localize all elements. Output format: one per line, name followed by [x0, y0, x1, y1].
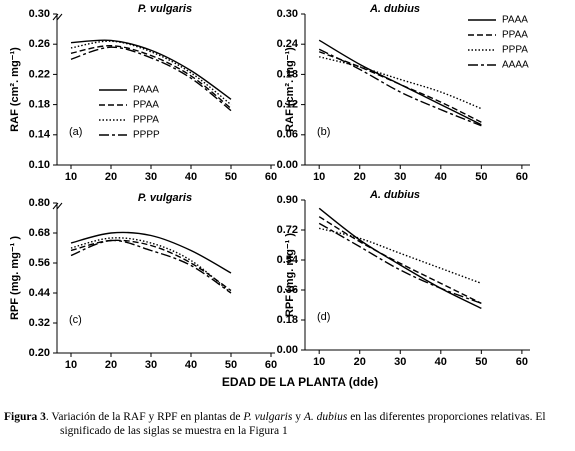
y-tick-label: 0.90 [277, 194, 298, 206]
x-tick-label: 50 [475, 356, 487, 368]
x-tick-label: 10 [65, 171, 77, 183]
x-tick-label: 40 [435, 356, 447, 368]
y-tick-label: 0.06 [277, 129, 298, 141]
y-tick-label: 0.72 [277, 224, 298, 236]
y-tick-label: 0.36 [277, 284, 298, 296]
chart-title: A. dubius [369, 189, 420, 201]
y-axis-label: RPF (mg. mg⁻¹ ) [284, 233, 296, 317]
series-line [319, 56, 482, 110]
y-axis-label: RAF (cm². mg⁻¹) [284, 47, 296, 132]
legend-label: AAAA [502, 60, 529, 71]
caption-text: y [292, 411, 304, 423]
x-tick-label: 20 [354, 171, 366, 183]
y-tick-label: 0.32 [29, 317, 50, 329]
x-tick-label: 20 [105, 359, 117, 371]
series-line [318, 222, 482, 304]
y-tick-label: 0.00 [277, 344, 298, 356]
y-tick-label: 0.24 [277, 38, 299, 50]
x-tick-label: 40 [185, 359, 197, 371]
y-tick-label: 0.44 [29, 287, 51, 299]
x-tick-label: 30 [145, 359, 157, 371]
series-line [319, 227, 482, 284]
x-tick-label: 10 [313, 171, 325, 183]
legend-label: PPAA [502, 30, 528, 41]
caption-text: A. dubius [303, 411, 348, 423]
series-line [70, 39, 232, 100]
series-line [70, 231, 232, 274]
series-line [70, 239, 232, 292]
legend-label: PPPA [133, 115, 159, 126]
y-axis-label: RAF (cm². mg⁻¹) [9, 47, 21, 132]
legend-label: PPPA [502, 45, 528, 56]
x-tick-label: 50 [225, 359, 237, 371]
series-line [318, 51, 482, 123]
y-axis-label: RPF (mg. mg⁻¹ ) [9, 236, 21, 320]
y-tick-label: 0.68 [29, 227, 50, 239]
axis-break [52, 202, 63, 210]
caption-text: en las diferentes proporciones relativas… [60, 411, 546, 437]
y-tick-label: 0.30 [277, 8, 298, 20]
series-line [318, 39, 482, 126]
series-line [70, 46, 232, 112]
y-tick-label: 0.18 [277, 68, 298, 80]
x-tick-label: 10 [65, 359, 77, 371]
series-line [70, 239, 232, 294]
x-tick-label: 50 [225, 171, 237, 183]
y-tick-label: 0.00 [277, 159, 298, 171]
panel-label: (d) [317, 311, 330, 323]
chart-title: P. vulgaris [138, 192, 192, 204]
x-tick-label: 20 [105, 171, 117, 183]
x-tick-label: 30 [394, 171, 406, 183]
series-line [70, 45, 232, 109]
x-tick-label: 20 [354, 356, 366, 368]
x-tick-label: 10 [313, 356, 325, 368]
series-line [318, 207, 482, 309]
legend-label: PPPP [133, 130, 160, 141]
x-axis-label: EDAD DE LA PLANTA (dde) [222, 375, 378, 389]
x-tick-label: 50 [475, 171, 487, 183]
y-tick-label: 0.20 [29, 347, 50, 359]
legend-label: PAAA [133, 85, 159, 96]
caption-label: Figura 3 [4, 411, 46, 423]
panel-label: (a) [69, 126, 82, 138]
y-tick-label: 0.14 [29, 129, 51, 141]
y-tick-label: 0.10 [29, 159, 50, 171]
y-tick-label: 0.56 [29, 257, 50, 269]
legend-label: PAAA [502, 15, 528, 26]
series-line [70, 237, 232, 294]
chart: EDAD DE LA PLANTA (dde) 0.10 0.14 0.18 0.22… [9, 3, 530, 389]
chart-title: A. dubius [369, 3, 420, 15]
chart-title: P. vulgaris [138, 3, 192, 15]
x-tick-label: 40 [435, 171, 447, 183]
series-line [318, 216, 482, 304]
legend-label: PPAA [133, 100, 159, 111]
y-tick-label: 0.54 [277, 254, 299, 266]
caption: Figura 3. Variación de la RAF y RPF en p… [4, 410, 570, 438]
x-tick-label: 60 [265, 359, 277, 371]
caption-text: P. vulgaris [243, 411, 293, 423]
y-tick-label: 0.26 [29, 38, 50, 50]
series-line [318, 48, 482, 127]
x-tick-label: 30 [394, 356, 406, 368]
y-tick-label: 0.80 [29, 197, 50, 209]
y-tick-label: 0.22 [29, 68, 50, 80]
series-line [70, 40, 232, 106]
x-tick-label: 30 [145, 171, 157, 183]
y-tick-label: 0.18 [29, 99, 50, 111]
x-tick-label: 40 [185, 171, 197, 183]
x-tick-label: 60 [516, 171, 528, 183]
x-tick-label: 60 [265, 171, 277, 183]
axis-break [52, 13, 63, 21]
y-tick-label: 0.18 [277, 314, 298, 326]
x-tick-label: 60 [516, 356, 528, 368]
panel-label: (c) [69, 314, 82, 326]
caption-text: . Variación de la RAF y RPF en plantas d… [45, 411, 244, 423]
panel-label: (b) [317, 126, 330, 138]
y-tick-label: 0.30 [29, 8, 50, 20]
y-tick-label: 0.12 [277, 99, 298, 111]
